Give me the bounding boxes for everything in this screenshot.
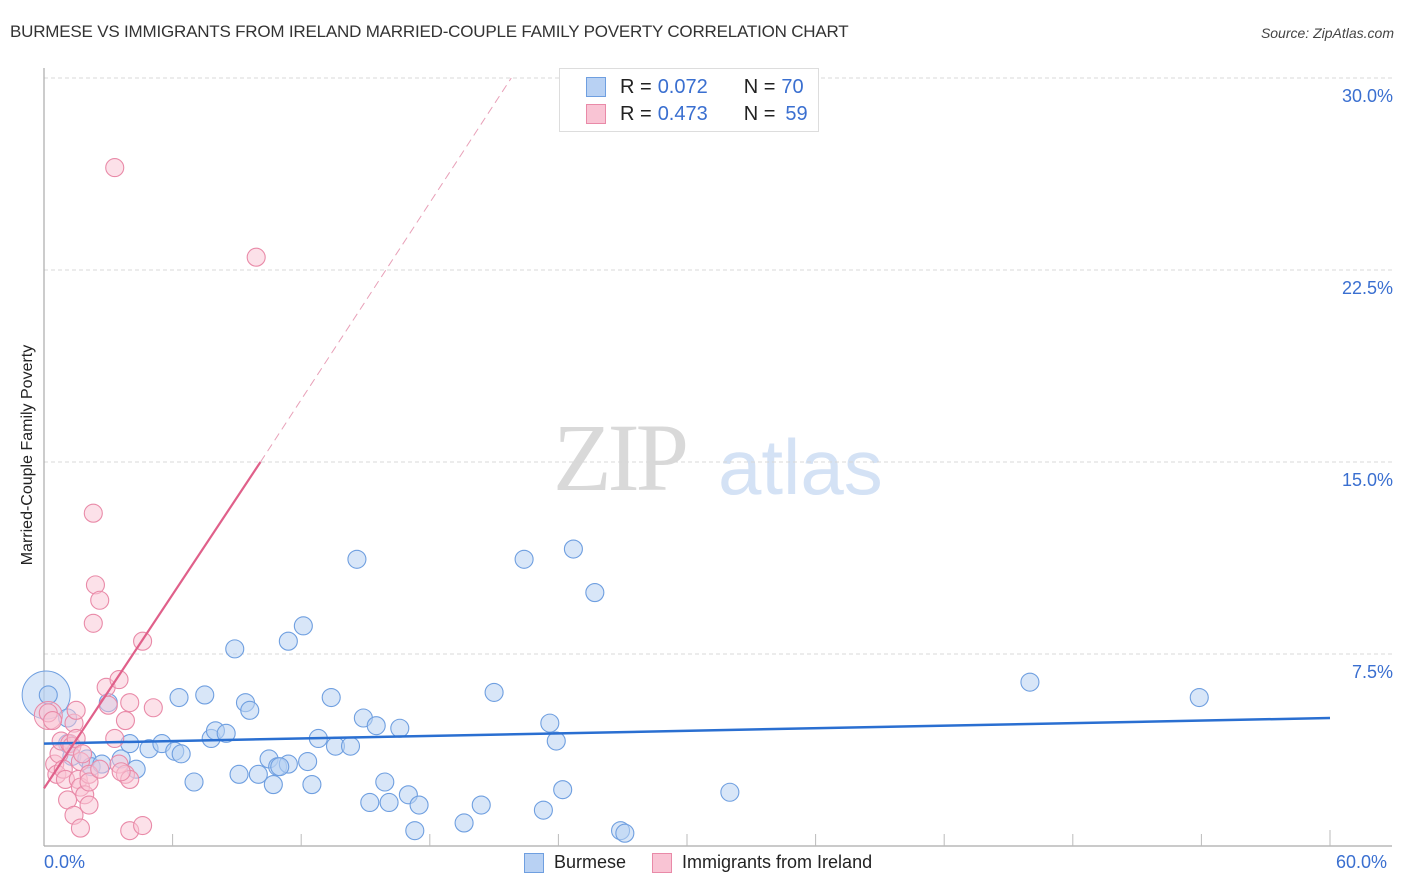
source-label: Source: ZipAtlas.com: [1260, 25, 1394, 41]
watermark-atlas: atlas: [718, 423, 883, 511]
legend-item-burmese[interactable]: Burmese: [524, 852, 626, 873]
r-value: 0.072: [657, 75, 708, 98]
x-tick-60: 60.0%: [1336, 852, 1388, 872]
legend-label: Immigrants from Ireland: [682, 852, 873, 872]
watermark-zip: ZIP: [553, 404, 689, 511]
series-burmese-points: [21, 539, 1209, 843]
gridlines: [44, 77, 1392, 655]
x-tick-0: 0.0%: [44, 852, 86, 872]
ireland-swatch-icon: [652, 852, 673, 873]
n-value: 59: [785, 102, 808, 125]
burmese-swatch-icon: [586, 77, 606, 97]
n-value: 70: [781, 75, 804, 98]
legend-label: Burmese: [554, 852, 627, 872]
n-label: N =: [743, 75, 776, 98]
r-label: R =: [620, 75, 652, 98]
burmese-swatch-icon: [524, 852, 544, 873]
legend-row-burmese: R = 0.072 N = 70: [586, 75, 804, 99]
chart-title: BURMESE VS IMMIGRANTS FROM IRELAND MARRI…: [10, 22, 849, 41]
y-tick-7-5: 7.5%: [1351, 662, 1393, 682]
y-tick-30: 30.0%: [1341, 86, 1393, 106]
series-legend: Burmese Immigrants from Ireland: [524, 852, 898, 873]
ireland-swatch-icon: [586, 104, 606, 124]
legend-row-ireland: R = 0.473 N = 59: [586, 102, 808, 126]
y-tick-22-5: 22.5%: [1341, 278, 1393, 298]
legend-item-ireland[interactable]: Immigrants from Ireland: [652, 852, 872, 873]
y-tick-15: 15.0%: [1341, 470, 1393, 490]
stats-legend: R = 0.072 N = 70 R = 0.473 N = 59: [559, 68, 819, 132]
trend-lines: [43, 77, 1331, 790]
r-label: R =: [620, 102, 652, 125]
n-label: N =: [743, 102, 776, 125]
r-value: 0.473: [657, 102, 708, 125]
